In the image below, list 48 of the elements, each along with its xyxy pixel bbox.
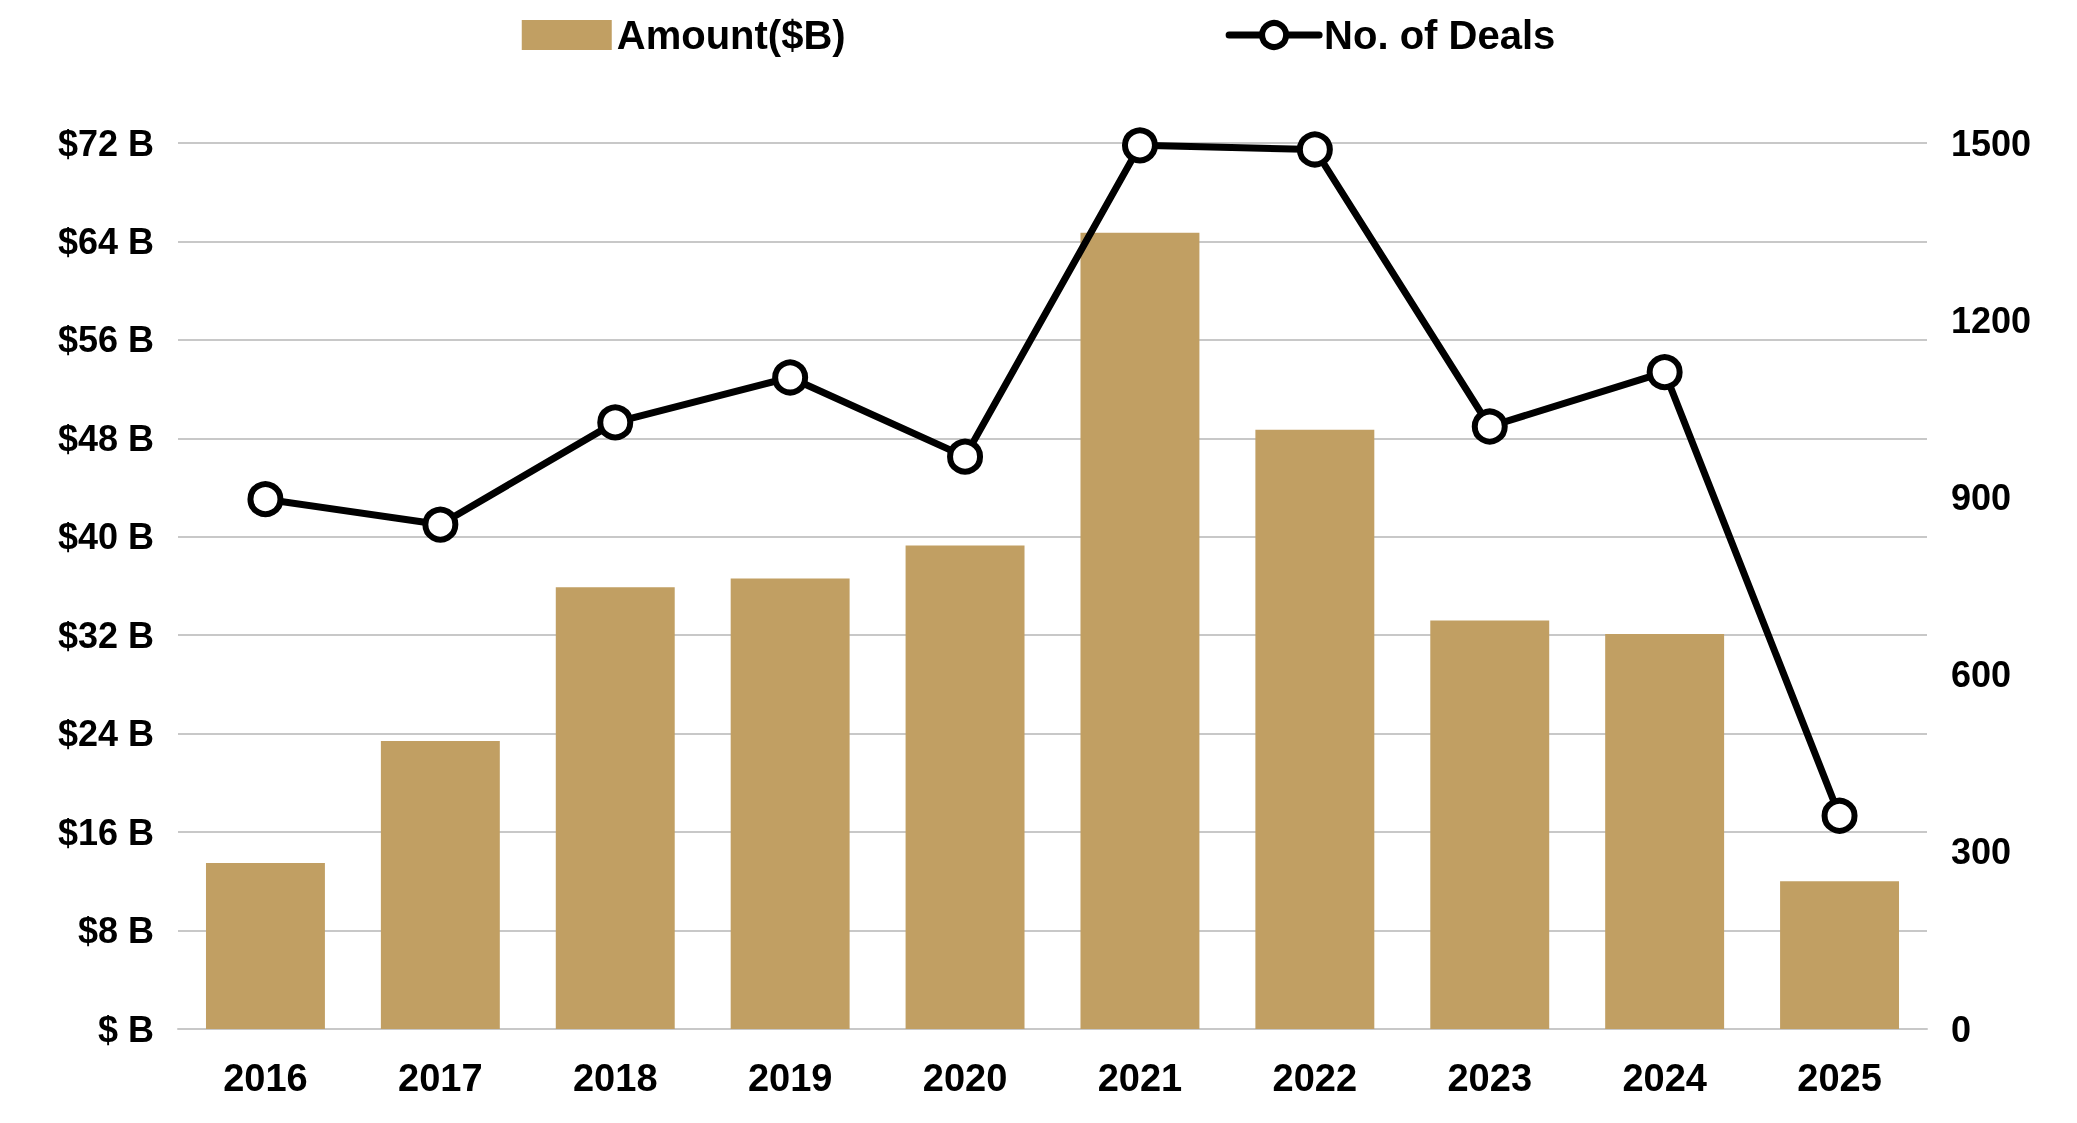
x-tick-label: 2024 xyxy=(1622,1057,1707,1099)
y-tick-label: $32 B xyxy=(57,614,154,656)
bar xyxy=(730,578,850,1029)
y-tick-label: $16 B xyxy=(57,811,154,853)
y-tick-label: $48 B xyxy=(57,417,154,459)
point xyxy=(597,404,634,441)
legend-label: Amount($B) xyxy=(616,13,846,57)
x-tick-label: 2023 xyxy=(1447,1057,1533,1099)
bar xyxy=(1780,881,1900,1029)
y2-tick-label: 0 xyxy=(1951,1008,1972,1050)
y2-tick-label: 900 xyxy=(1951,476,2012,518)
y2-tick-label: 300 xyxy=(1951,831,2012,873)
point xyxy=(947,438,984,475)
point xyxy=(247,481,284,518)
bar xyxy=(1255,429,1375,1029)
y2-tick-label: 1500 xyxy=(1951,122,2032,164)
bar xyxy=(555,587,675,1029)
y-tick-label: $56 B xyxy=(57,319,154,361)
legend-label: No. of Deals xyxy=(1324,13,1556,57)
x-tick-label: 2025 xyxy=(1797,1057,1882,1099)
bar xyxy=(380,741,500,1029)
point xyxy=(1646,354,1683,391)
x-tick-label: 2020 xyxy=(922,1057,1008,1099)
y-tick-label: $ B xyxy=(97,1008,154,1050)
x-tick-label: 2016 xyxy=(223,1057,308,1099)
x-tick-label: 2021 xyxy=(1097,1057,1183,1099)
point xyxy=(422,506,459,543)
x-tick-label: 2019 xyxy=(747,1057,833,1099)
y2-tick-label: 1200 xyxy=(1951,299,2032,341)
x-tick-label: 2022 xyxy=(1272,1057,1358,1099)
y-tick-label: $24 B xyxy=(57,713,154,755)
x-tick-label: 2018 xyxy=(572,1057,658,1099)
y-tick-label: $72 B xyxy=(57,122,154,164)
point xyxy=(1471,408,1508,445)
point xyxy=(1296,131,1333,168)
y-tick-label: $8 B xyxy=(77,910,154,952)
bar xyxy=(1430,620,1550,1029)
bar xyxy=(1605,633,1725,1029)
y-tick-label: $64 B xyxy=(57,220,154,262)
y-tick-label: $40 B xyxy=(57,516,154,558)
bar xyxy=(905,545,1025,1029)
bar xyxy=(205,862,325,1029)
point xyxy=(1821,797,1858,834)
point xyxy=(772,359,809,396)
point xyxy=(1121,127,1158,164)
y2-tick-label: 600 xyxy=(1951,654,2012,696)
x-tick-label: 2017 xyxy=(398,1057,483,1099)
bar xyxy=(1080,232,1200,1029)
